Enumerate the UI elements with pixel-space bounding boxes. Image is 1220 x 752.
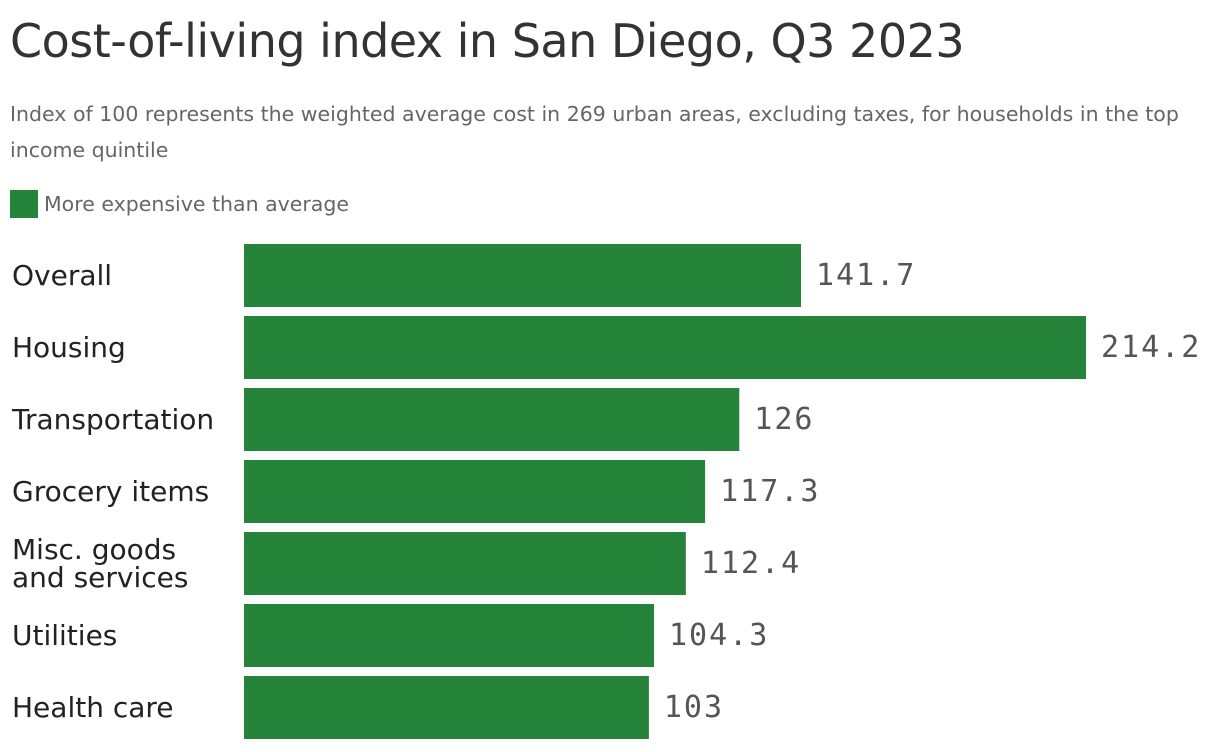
category-label: Health care (12, 691, 174, 724)
bar-transportation (244, 388, 740, 451)
value-label: 104.3 (669, 618, 769, 653)
category-label: Utilities (12, 619, 117, 652)
bar-housing (244, 316, 1086, 379)
value-label: 112.4 (701, 546, 801, 581)
category-label: and services (12, 561, 188, 594)
category-label: Overall (12, 259, 112, 292)
category-label: Transportation (11, 403, 214, 436)
value-label: 214.2 (1101, 330, 1201, 365)
category-label: Grocery items (12, 475, 209, 508)
legend-swatch (10, 190, 38, 218)
chart-subtitle: Index of 100 represents the weighted ave… (10, 102, 1179, 162)
category-label: Housing (12, 331, 126, 364)
bar-misc-goods-and-services (244, 532, 686, 595)
value-label: 103 (664, 690, 724, 725)
bar-grocery-items (244, 460, 706, 523)
bar-utilities (244, 604, 654, 667)
value-label: 126 (754, 402, 814, 437)
category-label: Misc. goods (12, 533, 176, 566)
value-label: 117.3 (720, 474, 820, 509)
value-label: 141.7 (816, 258, 916, 293)
chart-legend: More expensive than average (10, 190, 349, 218)
bar-overall (244, 244, 802, 307)
chart-title: Cost-of-living index in San Diego, Q3 20… (10, 14, 965, 68)
legend-label: More expensive than average (44, 192, 349, 216)
bar-health-care (244, 676, 649, 739)
